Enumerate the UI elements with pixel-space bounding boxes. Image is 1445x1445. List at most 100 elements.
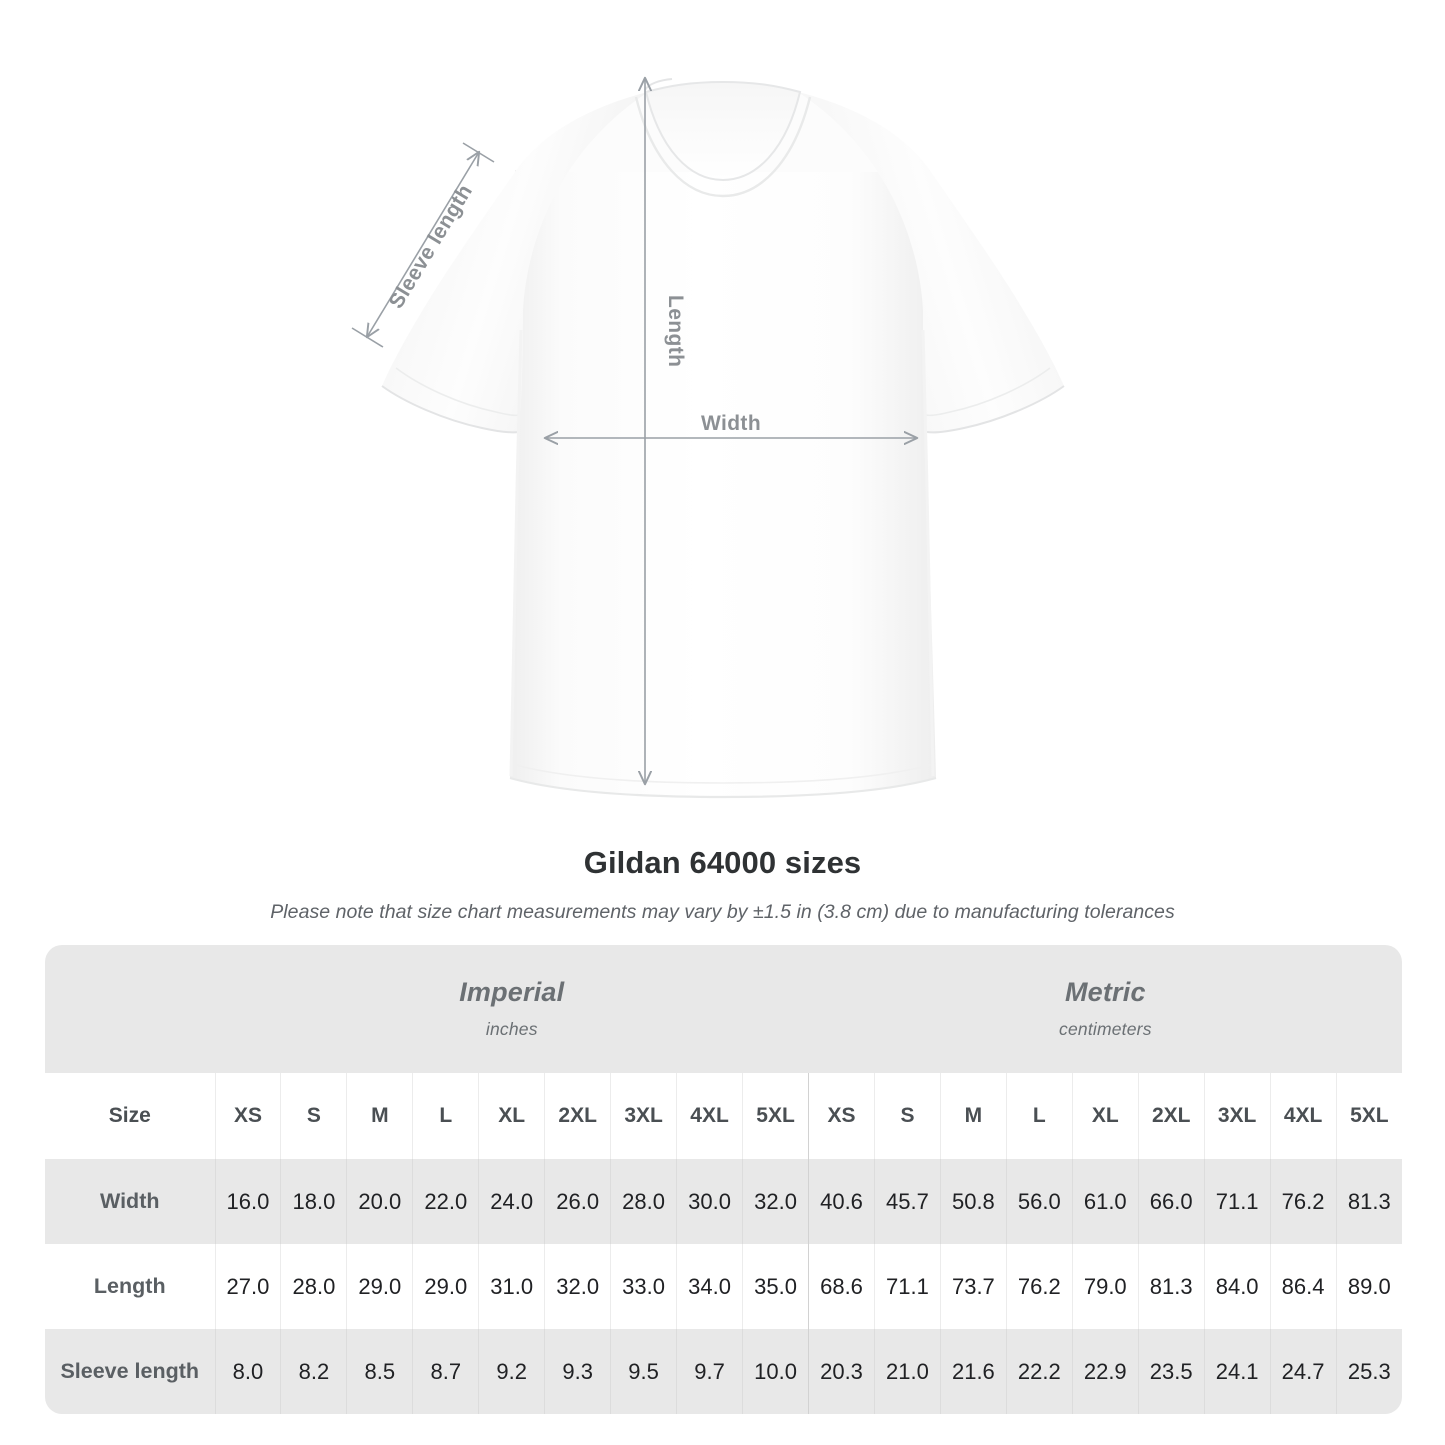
cell-metric-sleeve-length-xl: 22.9 [1072,1329,1139,1414]
cell-imperial-sleeve-length-l: 8.7 [412,1329,480,1414]
cell-imperial-length-s: 28.0 [280,1244,348,1329]
cell-metric-length-xs: 68.6 [808,1244,875,1329]
size-chart-table: Imperial inches Metric centimeters Size XS S M L… [45,945,1402,1414]
size-header-imperial-l: L [412,1073,480,1159]
cell-metric-length-3xl: 84.0 [1204,1244,1271,1329]
unit-group-name: Metric [1064,976,1146,1007]
shirt-sleeve-left [382,92,648,433]
unit-group-imperial: Imperial inches [215,945,809,1073]
size-header-metric-5xl: 5XL [1336,1073,1402,1159]
cell-metric-width-xl: 61.0 [1072,1159,1139,1244]
cell-metric-width-xs: 40.6 [808,1159,875,1244]
size-header-metric-xs: XS [808,1073,875,1159]
cell-metric-width-m: 50.8 [940,1159,1007,1244]
cell-metric-sleeve-length-l: 22.2 [1006,1329,1073,1414]
size-header-metric-4xl: 4XL [1270,1073,1337,1159]
table-row: Length 27.0 28.0 29.0 29.0 31.0 32.0 33.0 34.0 35… [45,1244,1402,1329]
cell-imperial-length-l: 29.0 [412,1244,480,1329]
cell-imperial-length-3xl: 33.0 [610,1244,678,1329]
table-row: Width 16.0 18.0 20.0 22.0 24.0 26.0 28.0 30.0 32.… [45,1159,1402,1244]
sleeve-hem-left [381,385,520,434]
size-header-imperial-s: S [280,1073,348,1159]
cell-imperial-sleeve-length-3xl: 9.5 [610,1329,678,1414]
size-header-imperial-3xl: 3XL [610,1073,678,1159]
size-header-imperial-5xl: 5XL [742,1073,810,1159]
cell-imperial-width-3xl: 28.0 [610,1159,678,1244]
cell-imperial-sleeve-length-xl: 9.2 [478,1329,546,1414]
cell-imperial-sleeve-length-5xl: 10.0 [742,1329,810,1414]
sleeve-seam-right [925,367,1051,417]
shirt-sleeve-right [798,92,1064,433]
cell-imperial-width-2xl: 26.0 [544,1159,612,1244]
size-header-metric-m: M [940,1073,1007,1159]
cell-metric-width-3xl: 71.1 [1204,1159,1271,1244]
shirt-collar [644,80,802,182]
unit-group-subtitle: inches [485,1019,538,1040]
cell-metric-sleeve-length-2xl: 23.5 [1138,1329,1205,1414]
size-header-metric-l: L [1006,1073,1073,1159]
table-row: Sleeve length 8.0 8.2 8.5 8.7 9.2 9.3 9.5 9.7 10.… [45,1329,1402,1414]
heading-block: Gildan 64000 sizes Please note that size… [0,845,1445,924]
cell-imperial-sleeve-length-4xl: 9.7 [676,1329,743,1414]
cell-metric-width-5xl: 81.3 [1336,1159,1402,1244]
cell-metric-sleeve-length-5xl: 25.3 [1336,1329,1402,1414]
cell-metric-length-l: 76.2 [1006,1244,1073,1329]
cell-metric-sleeve-length-s: 21.0 [874,1329,941,1414]
row-header-sleeve-length: Sleeve length [45,1329,216,1414]
unit-banner-spacer [45,945,215,1073]
size-header-imperial-xs: XS [215,1073,282,1159]
cell-imperial-length-xl: 31.0 [478,1244,546,1329]
side-seam-left [509,329,523,777]
cell-metric-length-4xl: 86.4 [1270,1244,1337,1329]
cell-imperial-width-xl: 24.0 [478,1159,546,1244]
sleeve-hem-right [926,385,1065,434]
column-header-size: Size [45,1073,216,1159]
size-header-metric-2xl: 2XL [1138,1073,1205,1159]
side-seam-right [921,329,935,777]
cell-imperial-sleeve-length-2xl: 9.3 [544,1329,612,1414]
cell-imperial-width-xs: 16.0 [215,1159,282,1244]
size-header-imperial-xl: XL [478,1073,546,1159]
cell-imperial-width-m: 20.0 [346,1159,414,1244]
cell-metric-sleeve-length-3xl: 24.1 [1204,1329,1271,1414]
cell-metric-width-s: 45.7 [874,1159,941,1244]
cell-imperial-length-xs: 27.0 [215,1244,282,1329]
cell-metric-width-2xl: 66.0 [1138,1159,1205,1244]
tshirt-svg: Length Width Sleeve length [351,0,1065,799]
shirt-bottom-hem [509,776,937,799]
sleeve-arrow [367,152,479,337]
size-header-imperial-m: M [346,1073,414,1159]
cell-imperial-width-5xl: 32.0 [742,1159,810,1244]
shirt-body [510,170,936,797]
cell-imperial-sleeve-length-xs: 8.0 [215,1329,282,1414]
size-header-row: Size XS S M L XL 2XL 3XL 4XL 5XL XS S M L XL 2XL 3XL 4XL 5… [45,1073,1402,1159]
cell-metric-width-l: 56.0 [1006,1159,1073,1244]
cell-imperial-sleeve-length-m: 8.5 [346,1329,414,1414]
cell-metric-length-s: 71.1 [874,1244,941,1329]
width-label: Width [701,412,761,435]
sleeve-tick-top [462,142,495,163]
page-title: Gildan 64000 sizes [583,845,862,880]
cell-imperial-length-5xl: 35.0 [742,1244,810,1329]
cell-metric-length-m: 73.7 [940,1244,1007,1329]
cell-metric-length-xl: 79.0 [1072,1244,1139,1329]
cell-imperial-length-4xl: 34.0 [676,1244,743,1329]
tshirt-illustration: Length Width Sleeve length [351,0,1065,799]
size-header-metric-xl: XL [1072,1073,1139,1159]
cell-imperial-width-l: 22.0 [412,1159,480,1244]
row-header-length: Length [45,1244,216,1329]
cell-imperial-width-s: 18.0 [280,1159,348,1244]
sleeve-tick-bottom [351,327,384,348]
length-label: Length [664,295,687,367]
size-header-metric-s: S [874,1073,941,1159]
cell-metric-length-5xl: 89.0 [1336,1244,1402,1329]
unit-banner-row: Imperial inches Metric centimeters [45,945,1402,1073]
cell-imperial-length-m: 29.0 [346,1244,414,1329]
cell-imperial-length-2xl: 32.0 [544,1244,612,1329]
sleeve-seam-left [395,367,521,417]
size-header-imperial-4xl: 4XL [676,1073,743,1159]
unit-group-name: Imperial [459,976,565,1007]
cell-metric-sleeve-length-m: 21.6 [940,1329,1007,1414]
size-header-metric-3xl: 3XL [1204,1073,1271,1159]
size-chart-table-wrapper: Imperial inches Metric centimeters Size XS S M L… [45,945,1402,1414]
